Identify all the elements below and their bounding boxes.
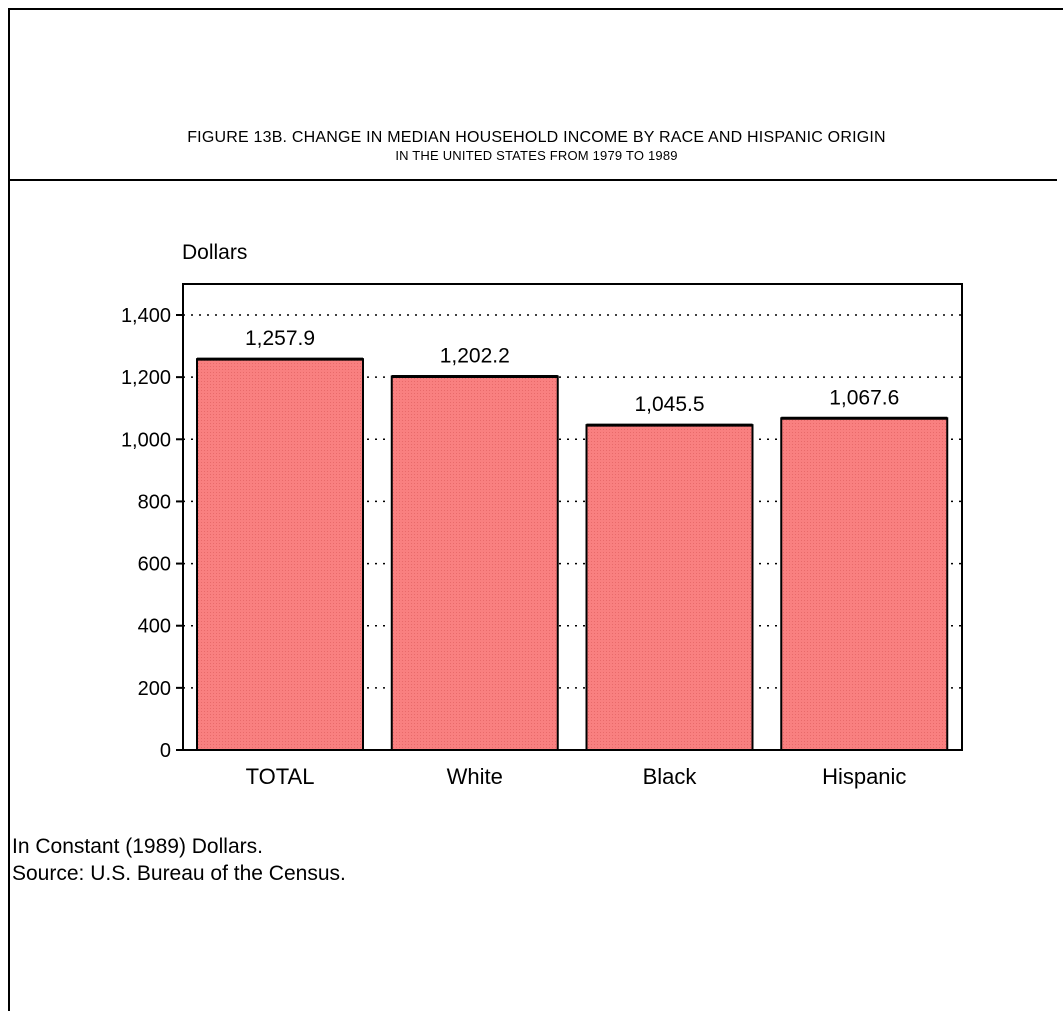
x-tick-label: Hispanic [822, 764, 906, 789]
footnotes: In Constant (1989) Dollars. Source: U.S.… [12, 833, 346, 887]
bar-hispanic [780, 417, 949, 751]
data-labels: 1,257.9 1,202.2 1,045.5 1,067.6 [245, 327, 899, 416]
plot-frame [182, 283, 963, 751]
y-tick-label: 1,400 [121, 305, 171, 327]
y-tick-label: 400 [138, 616, 171, 638]
y-axis-label: Dollars [182, 241, 247, 264]
y-tick-label: 0 [160, 740, 171, 762]
y-tick-label: 1,000 [121, 429, 171, 451]
bar-black [585, 424, 754, 751]
data-label: 1,067.6 [829, 386, 899, 409]
y-tick-label: 800 [138, 491, 171, 513]
footnote-units: In Constant (1989) Dollars. [12, 835, 263, 858]
data-label: 1,045.5 [634, 393, 704, 416]
frame-border-left [8, 8, 10, 1011]
y-ticks: 0 200 400 600 800 1,000 1,200 1,400 [121, 305, 183, 762]
y-tick-label: 200 [138, 678, 171, 700]
bar-white [390, 375, 559, 751]
figure-title-line2: IN THE UNITED STATES FROM 1979 TO 1989 [395, 148, 678, 163]
x-tick-label: Black [643, 764, 698, 789]
x-tick-label: White [447, 764, 503, 789]
frame-border-top [8, 8, 1063, 10]
data-label: 1,257.9 [245, 327, 315, 350]
bars [196, 357, 949, 751]
figure-title-line1: FIGURE 13B. CHANGE IN MEDIAN HOUSEHOLD I… [187, 129, 886, 146]
bar-total [196, 358, 364, 751]
x-tick-label: TOTAL [246, 764, 315, 789]
x-tick-labels: TOTAL White Black Hispanic [246, 764, 907, 789]
y-tick-label: 1,200 [121, 367, 171, 389]
title-divider [10, 179, 1057, 181]
y-tick-label: 600 [138, 554, 171, 576]
footnote-source: Source: U.S. Bureau of the Census. [12, 862, 346, 885]
figure-title: FIGURE 13B. CHANGE IN MEDIAN HOUSEHOLD I… [10, 128, 1063, 164]
data-label: 1,202.2 [440, 344, 510, 367]
